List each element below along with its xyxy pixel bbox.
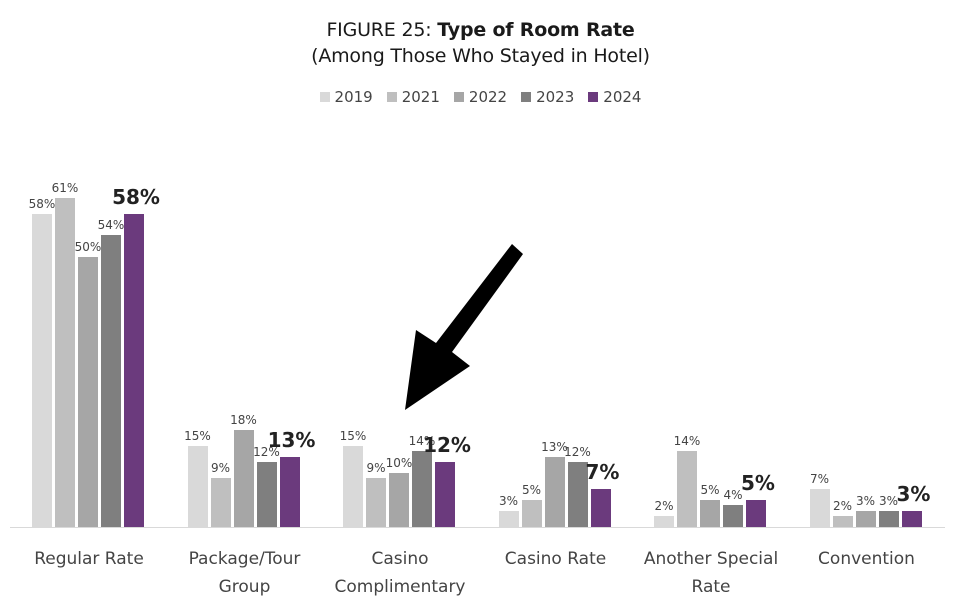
- legend-item-2022: 2022: [453, 88, 508, 106]
- bar-value-label: 15%: [184, 429, 211, 443]
- bar-value-label: 3%: [878, 493, 899, 508]
- bar-2022: [389, 473, 409, 527]
- bar-value-label: 5%: [741, 471, 775, 495]
- category-label: Casino Rate: [504, 549, 607, 569]
- legend-swatch-icon: [453, 92, 464, 102]
- bar-value-label: 18%: [230, 412, 257, 427]
- x-axis-line: [10, 527, 945, 528]
- bar-2023: [723, 505, 743, 527]
- bar-2022: [78, 257, 98, 527]
- legend-label: 2021: [401, 88, 440, 106]
- bar-2024: [590, 489, 611, 527]
- bar-2023: [412, 451, 432, 527]
- bar-2019: [187, 446, 208, 527]
- bar-2023: [878, 510, 899, 527]
- legend-item-2024: 2024: [588, 88, 641, 106]
- bar-value-label: 3%: [498, 493, 519, 508]
- bar-2022: [544, 456, 565, 527]
- bar-value-label: 9%: [366, 461, 386, 476]
- bar-value-label: 4%: [723, 488, 743, 503]
- bar-value-label: 5%: [521, 483, 542, 497]
- bar-2019: [343, 446, 363, 527]
- bar-2022: [855, 510, 876, 527]
- legend: 2019 2021 2022 2023 2024: [0, 88, 961, 106]
- bar-2024: [901, 510, 922, 527]
- chart-title: FIGURE 25: Type of Room Rate: [0, 19, 961, 41]
- category-label: Regular Rate: [34, 549, 144, 569]
- bar-value-label: 12%: [564, 445, 591, 460]
- bar-value-label: 9%: [210, 461, 231, 476]
- bar-2021: [55, 197, 75, 527]
- bar-value-label: 2%: [654, 499, 674, 514]
- bar-2021: [832, 516, 853, 527]
- bar-value-label: 61%: [51, 180, 79, 195]
- bar-2021: [521, 500, 542, 527]
- figure-title: Type of Room Rate: [437, 19, 635, 41]
- bar-2019: [32, 213, 52, 527]
- bar-value-label: 12%: [253, 445, 280, 460]
- bar-value-label: 13%: [541, 439, 568, 454]
- legend-item-2021: 2021: [386, 88, 440, 106]
- legend-swatch-icon: [319, 92, 330, 102]
- bar-2019: [809, 489, 830, 527]
- bar-2021: [677, 451, 697, 527]
- bar-value-label: 5%: [700, 483, 720, 497]
- bar-value-label: 13%: [267, 427, 316, 452]
- category-label: Another Special Rate: [643, 549, 779, 597]
- bar-value-label: 2%: [832, 499, 853, 514]
- bar-value-label: 14%: [408, 434, 436, 449]
- bar-value-label: 58%: [28, 196, 56, 211]
- bar-value-label: 50%: [74, 240, 102, 254]
- legend-label: 2024: [603, 88, 642, 106]
- bar-value-label: 10%: [385, 456, 413, 470]
- bar-value-label: 3%: [896, 481, 931, 506]
- legend-label: 2023: [536, 88, 575, 106]
- category-label: Package/Tour Group: [188, 549, 301, 597]
- legend-item-2023: 2023: [521, 88, 574, 106]
- bar-2024: [746, 500, 766, 527]
- bar-2021: [366, 478, 386, 527]
- bar-2023: [101, 235, 121, 527]
- bar-value-label: 7%: [585, 460, 620, 485]
- category-label: Convention: [818, 549, 915, 569]
- bar-value-label: 14%: [673, 434, 701, 449]
- bar-value-label: 3%: [855, 493, 876, 508]
- figure-number: FIGURE 25:: [326, 19, 438, 41]
- bar-value-label: 54%: [97, 218, 125, 233]
- bar-2019: [498, 510, 519, 527]
- bar-2024: [435, 462, 455, 527]
- bar-2021: [210, 478, 231, 527]
- bar-2024: [124, 213, 144, 527]
- legend-swatch-icon: [386, 92, 397, 102]
- bar-value-label: 15%: [339, 429, 367, 443]
- legend-label: 2019: [334, 88, 373, 106]
- legend-swatch-icon: [588, 92, 599, 102]
- bar-value-label: 58%: [112, 184, 160, 209]
- bar-value-label: 12%: [423, 433, 471, 458]
- bar-2022: [700, 500, 720, 527]
- legend-swatch-icon: [521, 92, 532, 102]
- bar-2019: [654, 516, 674, 527]
- bar-value-label: 7%: [809, 472, 830, 487]
- bar-2022: [233, 429, 254, 527]
- bar-2024: [279, 456, 300, 527]
- legend-item-2019: 2019: [319, 88, 373, 106]
- category-label: Casino Complimentary: [334, 549, 466, 597]
- bar-2023: [567, 462, 588, 527]
- legend-label: 2022: [468, 88, 508, 106]
- bar-2023: [256, 462, 277, 527]
- chart-subtitle: (Among Those Who Stayed in Hotel): [311, 45, 650, 67]
